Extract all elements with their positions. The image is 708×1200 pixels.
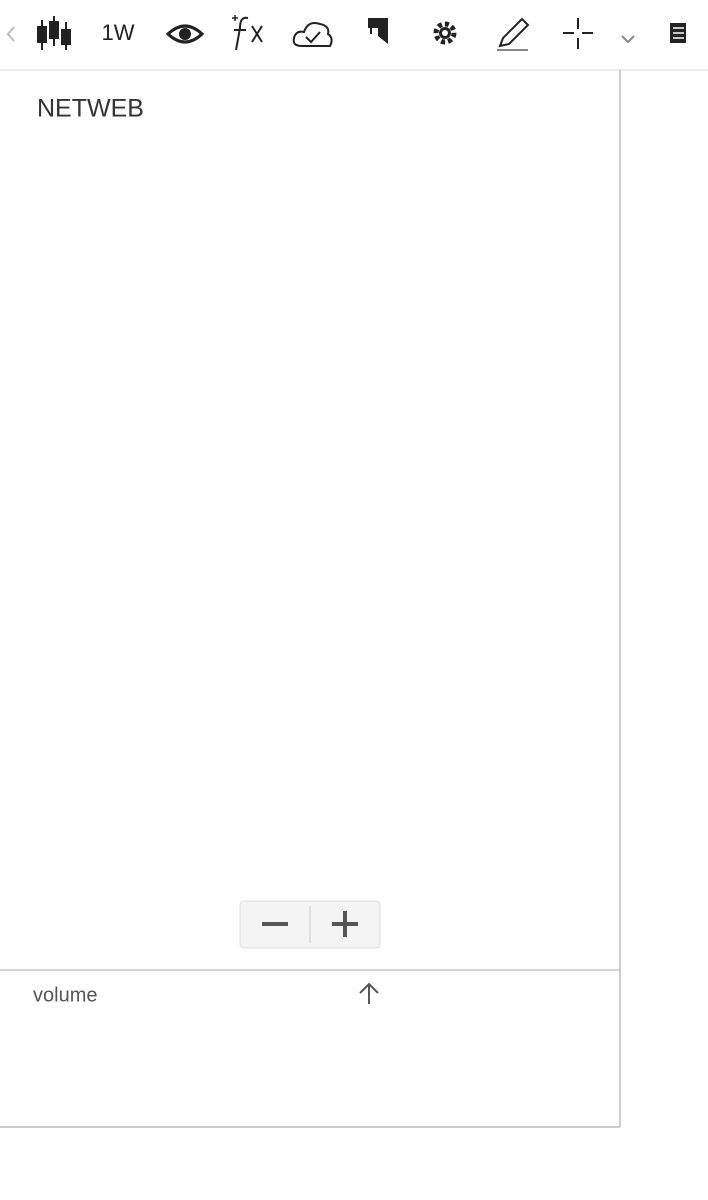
toolbar: 1W <box>0 15 708 71</box>
flag-button[interactable] <box>368 18 388 44</box>
indicator-button[interactable] <box>232 15 263 51</box>
crosshair-button[interactable] <box>563 18 593 49</box>
zoom-controls <box>239 900 381 949</box>
draw-button[interactable] <box>497 17 530 51</box>
zoom-in-button[interactable] <box>332 911 358 937</box>
cloud-button[interactable] <box>292 22 333 47</box>
list-button[interactable] <box>670 23 686 43</box>
volume-title: volume <box>33 984 97 1006</box>
settings-button[interactable] <box>433 21 457 45</box>
interval-button[interactable]: 1W <box>102 20 135 45</box>
more-button[interactable] <box>621 35 635 44</box>
chart-type-button[interactable] <box>37 16 71 50</box>
symbol-title: NETWEB <box>37 95 144 123</box>
view-button[interactable] <box>165 24 205 44</box>
scroll-left[interactable] <box>6 26 15 42</box>
expand-pane-button[interactable] <box>359 982 379 1004</box>
